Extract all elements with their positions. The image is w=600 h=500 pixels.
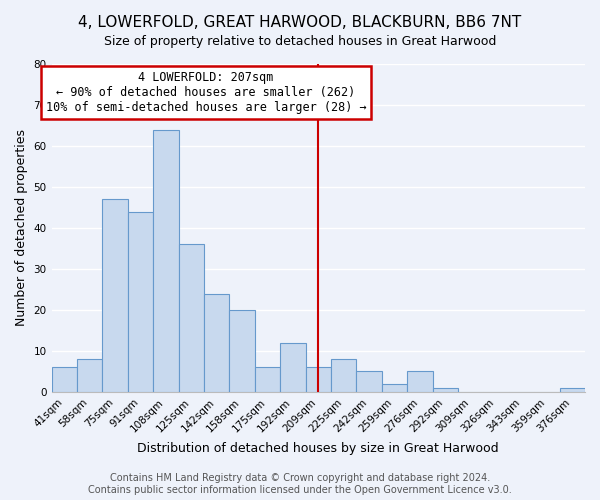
Text: 4, LOWERFOLD, GREAT HARWOOD, BLACKBURN, BB6 7NT: 4, LOWERFOLD, GREAT HARWOOD, BLACKBURN, … [79,15,521,30]
Bar [280,343,305,392]
Bar [179,244,204,392]
Bar [52,368,77,392]
Bar [103,200,128,392]
Bar [204,294,229,392]
Bar [128,212,153,392]
Bar [433,388,458,392]
Bar [229,310,255,392]
Bar [560,388,585,392]
Y-axis label: Number of detached properties: Number of detached properties [15,130,28,326]
Bar [255,368,280,392]
Bar [331,359,356,392]
Text: Size of property relative to detached houses in Great Harwood: Size of property relative to detached ho… [104,35,496,48]
Bar [305,368,331,392]
Bar [153,130,179,392]
Bar [382,384,407,392]
Text: 4 LOWERFOLD: 207sqm
← 90% of detached houses are smaller (262)
10% of semi-detac: 4 LOWERFOLD: 207sqm ← 90% of detached ho… [46,71,366,114]
X-axis label: Distribution of detached houses by size in Great Harwood: Distribution of detached houses by size … [137,442,499,455]
Bar [356,372,382,392]
Bar [407,372,433,392]
Text: Contains HM Land Registry data © Crown copyright and database right 2024.
Contai: Contains HM Land Registry data © Crown c… [88,474,512,495]
Bar [77,359,103,392]
